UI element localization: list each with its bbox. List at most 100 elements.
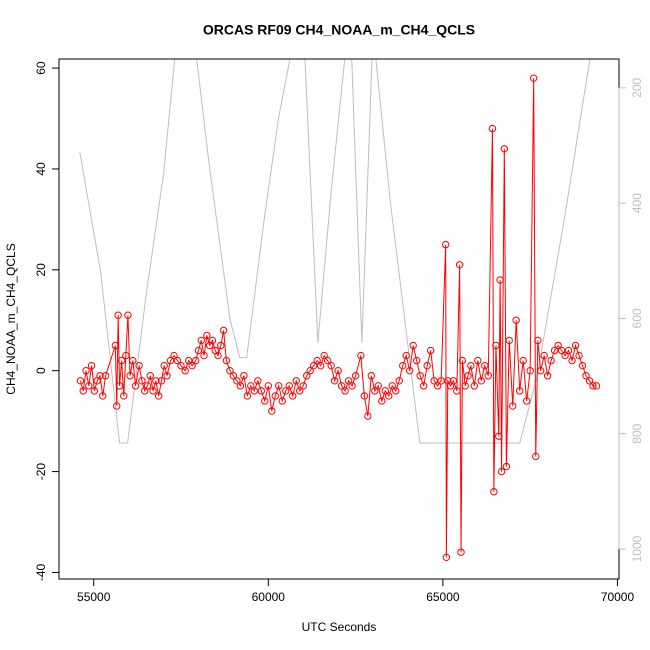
y2-tick-label: 1000: [630, 535, 644, 562]
data-point: [585, 377, 594, 385]
data-point: [543, 372, 552, 380]
y2-tick-label: 200: [630, 77, 644, 97]
data-point: [214, 351, 222, 360]
data-point: [163, 372, 171, 380]
data-point: [289, 392, 297, 400]
data-point: [547, 356, 555, 365]
data-point: [515, 387, 524, 395]
data-point: [381, 387, 389, 395]
data-point: [512, 316, 520, 324]
data-point: [457, 548, 465, 556]
data-point: [257, 387, 266, 395]
data-point: [85, 382, 93, 390]
data-point: [458, 356, 467, 365]
data-point: [197, 336, 205, 345]
data-point: [261, 397, 269, 405]
data-point: [247, 382, 255, 390]
data-point: [219, 326, 228, 335]
data-point: [296, 387, 304, 395]
data-point: [138, 377, 146, 385]
data-point: [152, 377, 160, 385]
data-point: [357, 351, 365, 360]
data-point: [502, 462, 511, 471]
data-point: [160, 361, 168, 370]
data-point: [166, 356, 175, 365]
data-point: [441, 240, 450, 249]
data-point: [529, 74, 538, 82]
data-point: [76, 377, 85, 385]
data-point: [254, 377, 262, 385]
data-point: [495, 432, 503, 440]
data-point: [412, 356, 421, 365]
data-point: [467, 361, 475, 370]
data-point: [481, 361, 489, 370]
data-point: [351, 372, 360, 380]
data-point: [309, 361, 318, 370]
y-tick-label: -40: [34, 563, 48, 581]
data-point: [505, 336, 513, 345]
data-point: [327, 361, 335, 370]
data-point: [455, 261, 464, 269]
data-point: [470, 382, 479, 390]
data-point: [316, 361, 325, 370]
data-point: [522, 397, 531, 405]
data-point: [568, 356, 576, 365]
data-point: [99, 392, 107, 400]
data-point: [82, 366, 90, 375]
x-tick-label: 65000: [426, 590, 460, 604]
data-point: [113, 402, 121, 410]
data-point: [419, 382, 428, 390]
data-point: [385, 392, 393, 400]
y-tick-label: 20: [34, 263, 48, 277]
data-point: [371, 387, 379, 395]
data-point: [146, 372, 154, 380]
data-point: [453, 387, 461, 395]
data-point: [177, 361, 185, 370]
data-point: [509, 402, 517, 410]
y2-tick-label: 400: [630, 193, 644, 213]
data-point: [334, 366, 342, 375]
y-layer: [76, 74, 601, 562]
data-point: [282, 387, 290, 395]
data-point: [268, 407, 276, 415]
x-tick-label: 55000: [77, 590, 111, 604]
data-point: [79, 387, 87, 395]
data-point: [360, 392, 369, 400]
data-point: [170, 351, 178, 360]
data-point: [154, 392, 163, 400]
data-point: [442, 553, 451, 562]
data-point: [433, 382, 442, 390]
data-point: [374, 382, 382, 390]
data-point: [275, 382, 283, 390]
data-point: [126, 372, 134, 380]
data-point: [399, 361, 407, 370]
y-tick-label: 40: [34, 162, 48, 176]
data-point: [124, 311, 132, 319]
data-point: [278, 397, 286, 405]
y-axis-label: CH4_NOAA_m_CH4_QCLS: [4, 243, 18, 394]
data-point: [344, 377, 353, 385]
data-point: [299, 382, 307, 390]
data-point: [367, 372, 375, 380]
data-point: [526, 366, 534, 375]
data-point: [115, 382, 124, 390]
data-point: [135, 361, 143, 370]
data-point: [477, 377, 485, 385]
data-point: [464, 372, 472, 380]
x-axis-label: UTC Seconds: [302, 620, 377, 634]
data-point: [348, 382, 356, 390]
data-point: [129, 356, 137, 365]
data-point: [250, 387, 259, 395]
data-point: [143, 382, 152, 390]
data-point: [149, 387, 157, 395]
data-point: [496, 276, 504, 284]
data-point: [337, 382, 346, 390]
data-point: [589, 382, 597, 390]
data-point: [364, 412, 372, 420]
data-point: [226, 366, 234, 375]
data-point: [497, 467, 506, 476]
data-point: [426, 346, 435, 355]
data-point: [575, 351, 583, 360]
data-point: [561, 351, 569, 360]
data-point: [157, 377, 166, 385]
